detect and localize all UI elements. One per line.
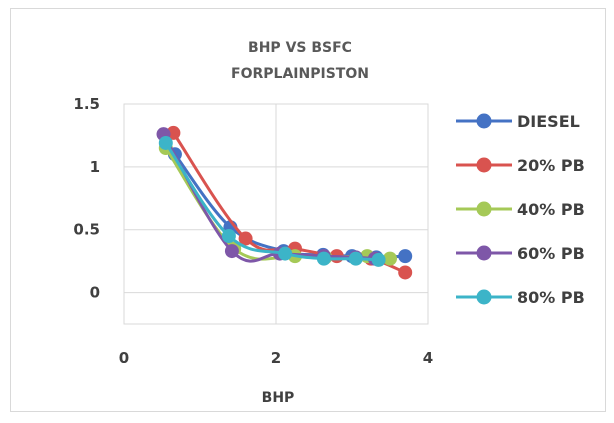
legend-label-60-pb: 60% PB bbox=[517, 244, 585, 263]
y-tick-label-0: 1.5 bbox=[73, 95, 100, 113]
y-tick-label-3: 0 bbox=[90, 284, 100, 302]
chart-title-line-1: BHP VS BSFC bbox=[248, 40, 352, 56]
x-tick-label-0: 0 bbox=[119, 349, 129, 367]
legend: DIESEL 20% PB 40% PB 60% PB 80% PB bbox=[456, 112, 585, 307]
legend-label-20-pb: 20% PB bbox=[517, 156, 585, 175]
series-layer bbox=[156, 125, 413, 280]
tick-layer: 0 2 4 1.5 1 0.5 0 bbox=[73, 95, 433, 367]
chart-title-line-2: FORPLAINPISTON bbox=[231, 66, 369, 82]
legend-label-80-pb: 80% PB bbox=[517, 288, 585, 307]
series-line-diesel bbox=[173, 152, 407, 259]
legend-label-diesel: DIESEL bbox=[517, 112, 580, 131]
legend-marker-40-pb bbox=[476, 201, 492, 217]
data-point-80-pb-3 bbox=[316, 251, 331, 266]
data-point-80-pb-1 bbox=[221, 229, 236, 243]
data-point-40-pb-5 bbox=[383, 251, 397, 266]
grid-layer bbox=[123, 103, 429, 325]
legend-marker-20-pb bbox=[476, 157, 492, 173]
x-axis-title: BHP bbox=[262, 390, 295, 406]
data-point-20-pb-1 bbox=[238, 231, 253, 246]
series-60-pb bbox=[156, 127, 382, 266]
data-point-80-pb-4 bbox=[348, 251, 363, 266]
legend-entry-diesel: DIESEL bbox=[456, 112, 580, 131]
data-point-80-pb-0 bbox=[158, 135, 173, 150]
legend-label-40-pb: 40% PB bbox=[517, 200, 585, 219]
legend-marker-60-pb bbox=[476, 245, 492, 261]
legend-marker-diesel bbox=[476, 113, 492, 129]
x-tick-label-1: 2 bbox=[271, 349, 281, 367]
legend-marker-80-pb bbox=[476, 289, 492, 305]
data-point-80-pb-2 bbox=[278, 246, 293, 261]
legend-entry-80-pb: 80% PB bbox=[456, 288, 585, 307]
legend-entry-20-pb: 20% PB bbox=[456, 156, 585, 175]
data-point-20-pb-5 bbox=[398, 265, 413, 280]
data-point-60-pb-1 bbox=[224, 244, 239, 259]
series-80-pb bbox=[158, 135, 386, 267]
legend-entry-40-pb: 40% PB bbox=[456, 200, 585, 219]
y-tick-label-1: 1 bbox=[90, 158, 100, 176]
legend-entry-60-pb: 60% PB bbox=[456, 244, 585, 263]
y-tick-label-2: 0.5 bbox=[73, 221, 100, 239]
data-point-diesel-6 bbox=[398, 249, 413, 264]
data-point-80-pb-5 bbox=[371, 252, 386, 267]
x-tick-label-2: 4 bbox=[423, 349, 433, 367]
